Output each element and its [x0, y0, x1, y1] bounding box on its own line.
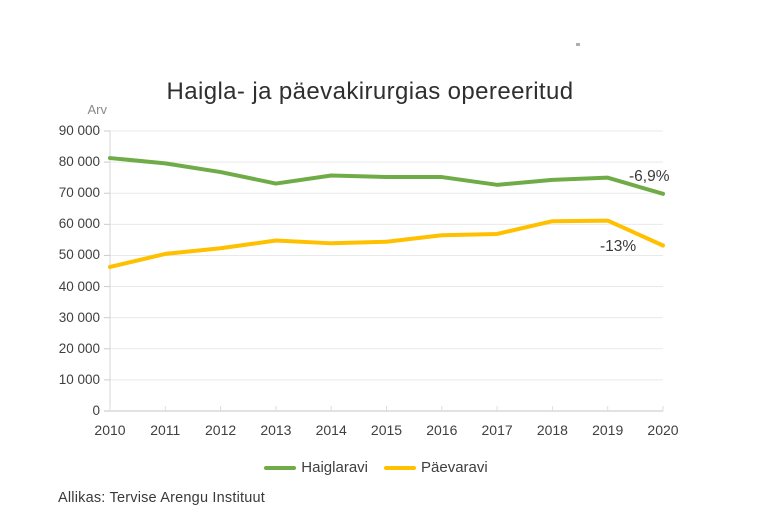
x-tick-label: 2019 [592, 422, 624, 438]
x-tick-label: 2017 [481, 422, 513, 438]
annotation-haiglaravi-change: -6,9% [629, 168, 670, 185]
chart-title: Haigla- ja päevakirurgias opereeritud [166, 78, 574, 105]
x-tick-label: 2013 [260, 422, 292, 438]
x-tick-label: 2016 [426, 422, 458, 438]
paevaravi-line-swatch-icon [384, 466, 416, 470]
y-tick-label: 20 000 [58, 340, 100, 356]
annotation-paevaravi-change: -13% [600, 238, 637, 255]
legend-item-paevaravi: Päevaravi [384, 458, 488, 478]
y-tick-label: 70 000 [58, 185, 100, 201]
x-tick-label: 2010 [94, 422, 126, 438]
x-tick-label: 2012 [205, 422, 237, 438]
y-tick-label: 60 000 [58, 216, 100, 232]
x-tick-label: 2015 [370, 422, 403, 438]
series-line-haiglaravi [108, 156, 665, 196]
legend-label-haiglaravi: Haiglaravi [301, 459, 368, 476]
x-tick-label: 2018 [536, 422, 568, 438]
x-tick-label: 2011 [150, 422, 181, 438]
y-tick-label: 30 000 [58, 309, 100, 325]
source-attribution: Allikas: Tervise Arengu Instituut [58, 490, 266, 506]
x-tick-label: 2014 [315, 422, 347, 438]
y-tick-label: 50 000 [58, 247, 100, 263]
x-tick-label: 2020 [647, 422, 679, 438]
legend-label-paevaravi: Päevaravi [421, 459, 488, 476]
haiglaravi-line-swatch-icon [264, 466, 297, 470]
y-tick-label: 10 000 [58, 371, 100, 387]
series-line-päevaravi [108, 218, 665, 269]
chart-legend: Haiglaravi Päevaravi [0, 458, 752, 478]
y-tick-label: 40 000 [58, 278, 100, 294]
artifact-dot [576, 43, 580, 46]
y-axis-unit-label: Arv [87, 102, 108, 117]
y-tick-label: 80 000 [58, 154, 100, 170]
legend-item-haiglaravi: Haiglaravi [264, 458, 368, 478]
y-tick-label: 0 [92, 403, 100, 418]
y-tick-label: 90 000 [58, 123, 100, 138]
